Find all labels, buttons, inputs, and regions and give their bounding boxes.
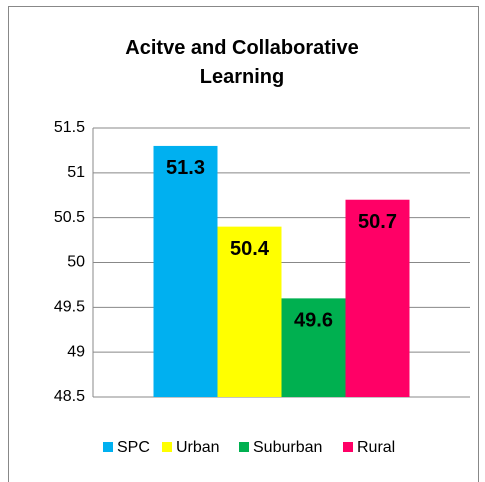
legend-swatch — [343, 442, 353, 452]
y-tick-label: 49.5 — [54, 299, 85, 316]
legend-label: Suburban — [253, 439, 322, 456]
data-label: 50.7 — [358, 211, 397, 233]
data-label: 49.6 — [294, 310, 333, 332]
legend-swatch — [239, 442, 249, 452]
legend-swatch — [103, 442, 113, 452]
y-tick-label: 48.5 — [54, 388, 85, 405]
bar — [345, 199, 410, 397]
chart-title: Acitve and Collaborative Learning — [125, 37, 359, 88]
legend-swatch — [162, 442, 172, 452]
y-tick-label: 50.5 — [54, 209, 85, 226]
legend-label: Rural — [357, 439, 395, 456]
y-tick-label: 49 — [67, 343, 85, 360]
bar — [281, 298, 346, 397]
data-label: 51.3 — [166, 157, 205, 179]
y-tick-label: 50 — [67, 254, 85, 271]
bar — [217, 226, 282, 397]
y-tick-label: 51.5 — [54, 119, 85, 136]
legend-label: SPC — [117, 439, 150, 456]
data-label: 50.4 — [230, 238, 270, 260]
chart-border — [8, 6, 479, 482]
bar — [153, 145, 218, 397]
legend-label: Urban — [176, 439, 220, 456]
y-tick-label: 51 — [67, 164, 85, 181]
